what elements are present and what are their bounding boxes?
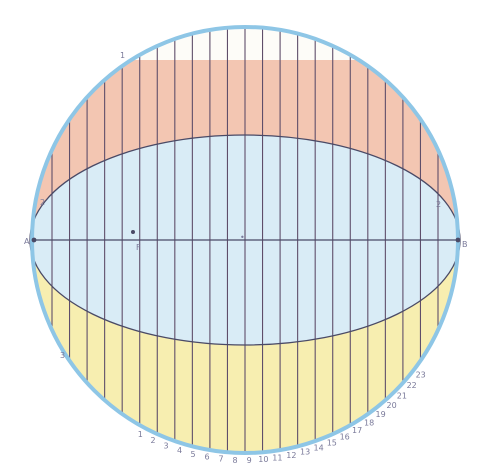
bottom-number-label: 15 <box>327 438 337 447</box>
bottom-number-label: 6 <box>204 453 209 462</box>
label-right-upper-mark: 2 <box>436 200 441 209</box>
upper-shaded-band <box>32 60 458 240</box>
bottom-number-label: 18 <box>364 418 374 427</box>
bottom-number-label: 2 <box>150 436 155 445</box>
focus-dot <box>131 230 135 234</box>
left-endpoint-dot <box>31 237 37 243</box>
bottom-number-label: 12 <box>286 451 296 460</box>
bottom-number-label: 23 <box>416 370 426 379</box>
label-center: • <box>240 233 245 242</box>
bottom-number-label: 21 <box>397 391 407 400</box>
label-left-lower-mark: 3 <box>60 351 65 360</box>
bottom-number-label: 1 <box>138 430 143 439</box>
bottom-number-label: 17 <box>352 426 362 435</box>
label-focus: F <box>136 243 141 252</box>
bottom-number-label: 8 <box>233 456 238 465</box>
bottom-number-label: 7 <box>218 455 223 464</box>
bottom-number-label: 11 <box>272 454 282 463</box>
bottom-number-label: 9 <box>247 456 252 465</box>
bottom-number-label: 19 <box>376 410 386 419</box>
bottom-number-label: 4 <box>177 446 182 455</box>
label-left-upper-mark: 2 <box>40 198 45 207</box>
bottom-number-label: 16 <box>340 433 350 442</box>
label-left-end: A <box>24 237 30 246</box>
bottom-number-label: 14 <box>314 444 324 453</box>
right-endpoint-dot <box>455 237 461 243</box>
label-top-mark: 1 <box>120 51 125 60</box>
bottom-number-label: 20 <box>387 401 397 410</box>
bottom-number-label: 3 <box>164 442 169 451</box>
bottom-number-label: 10 <box>258 455 268 464</box>
bottom-number-label: 22 <box>407 381 417 390</box>
bottom-number-label: 13 <box>300 448 310 457</box>
bottom-number-label: 5 <box>191 450 196 459</box>
label-right-end: B <box>462 240 468 249</box>
